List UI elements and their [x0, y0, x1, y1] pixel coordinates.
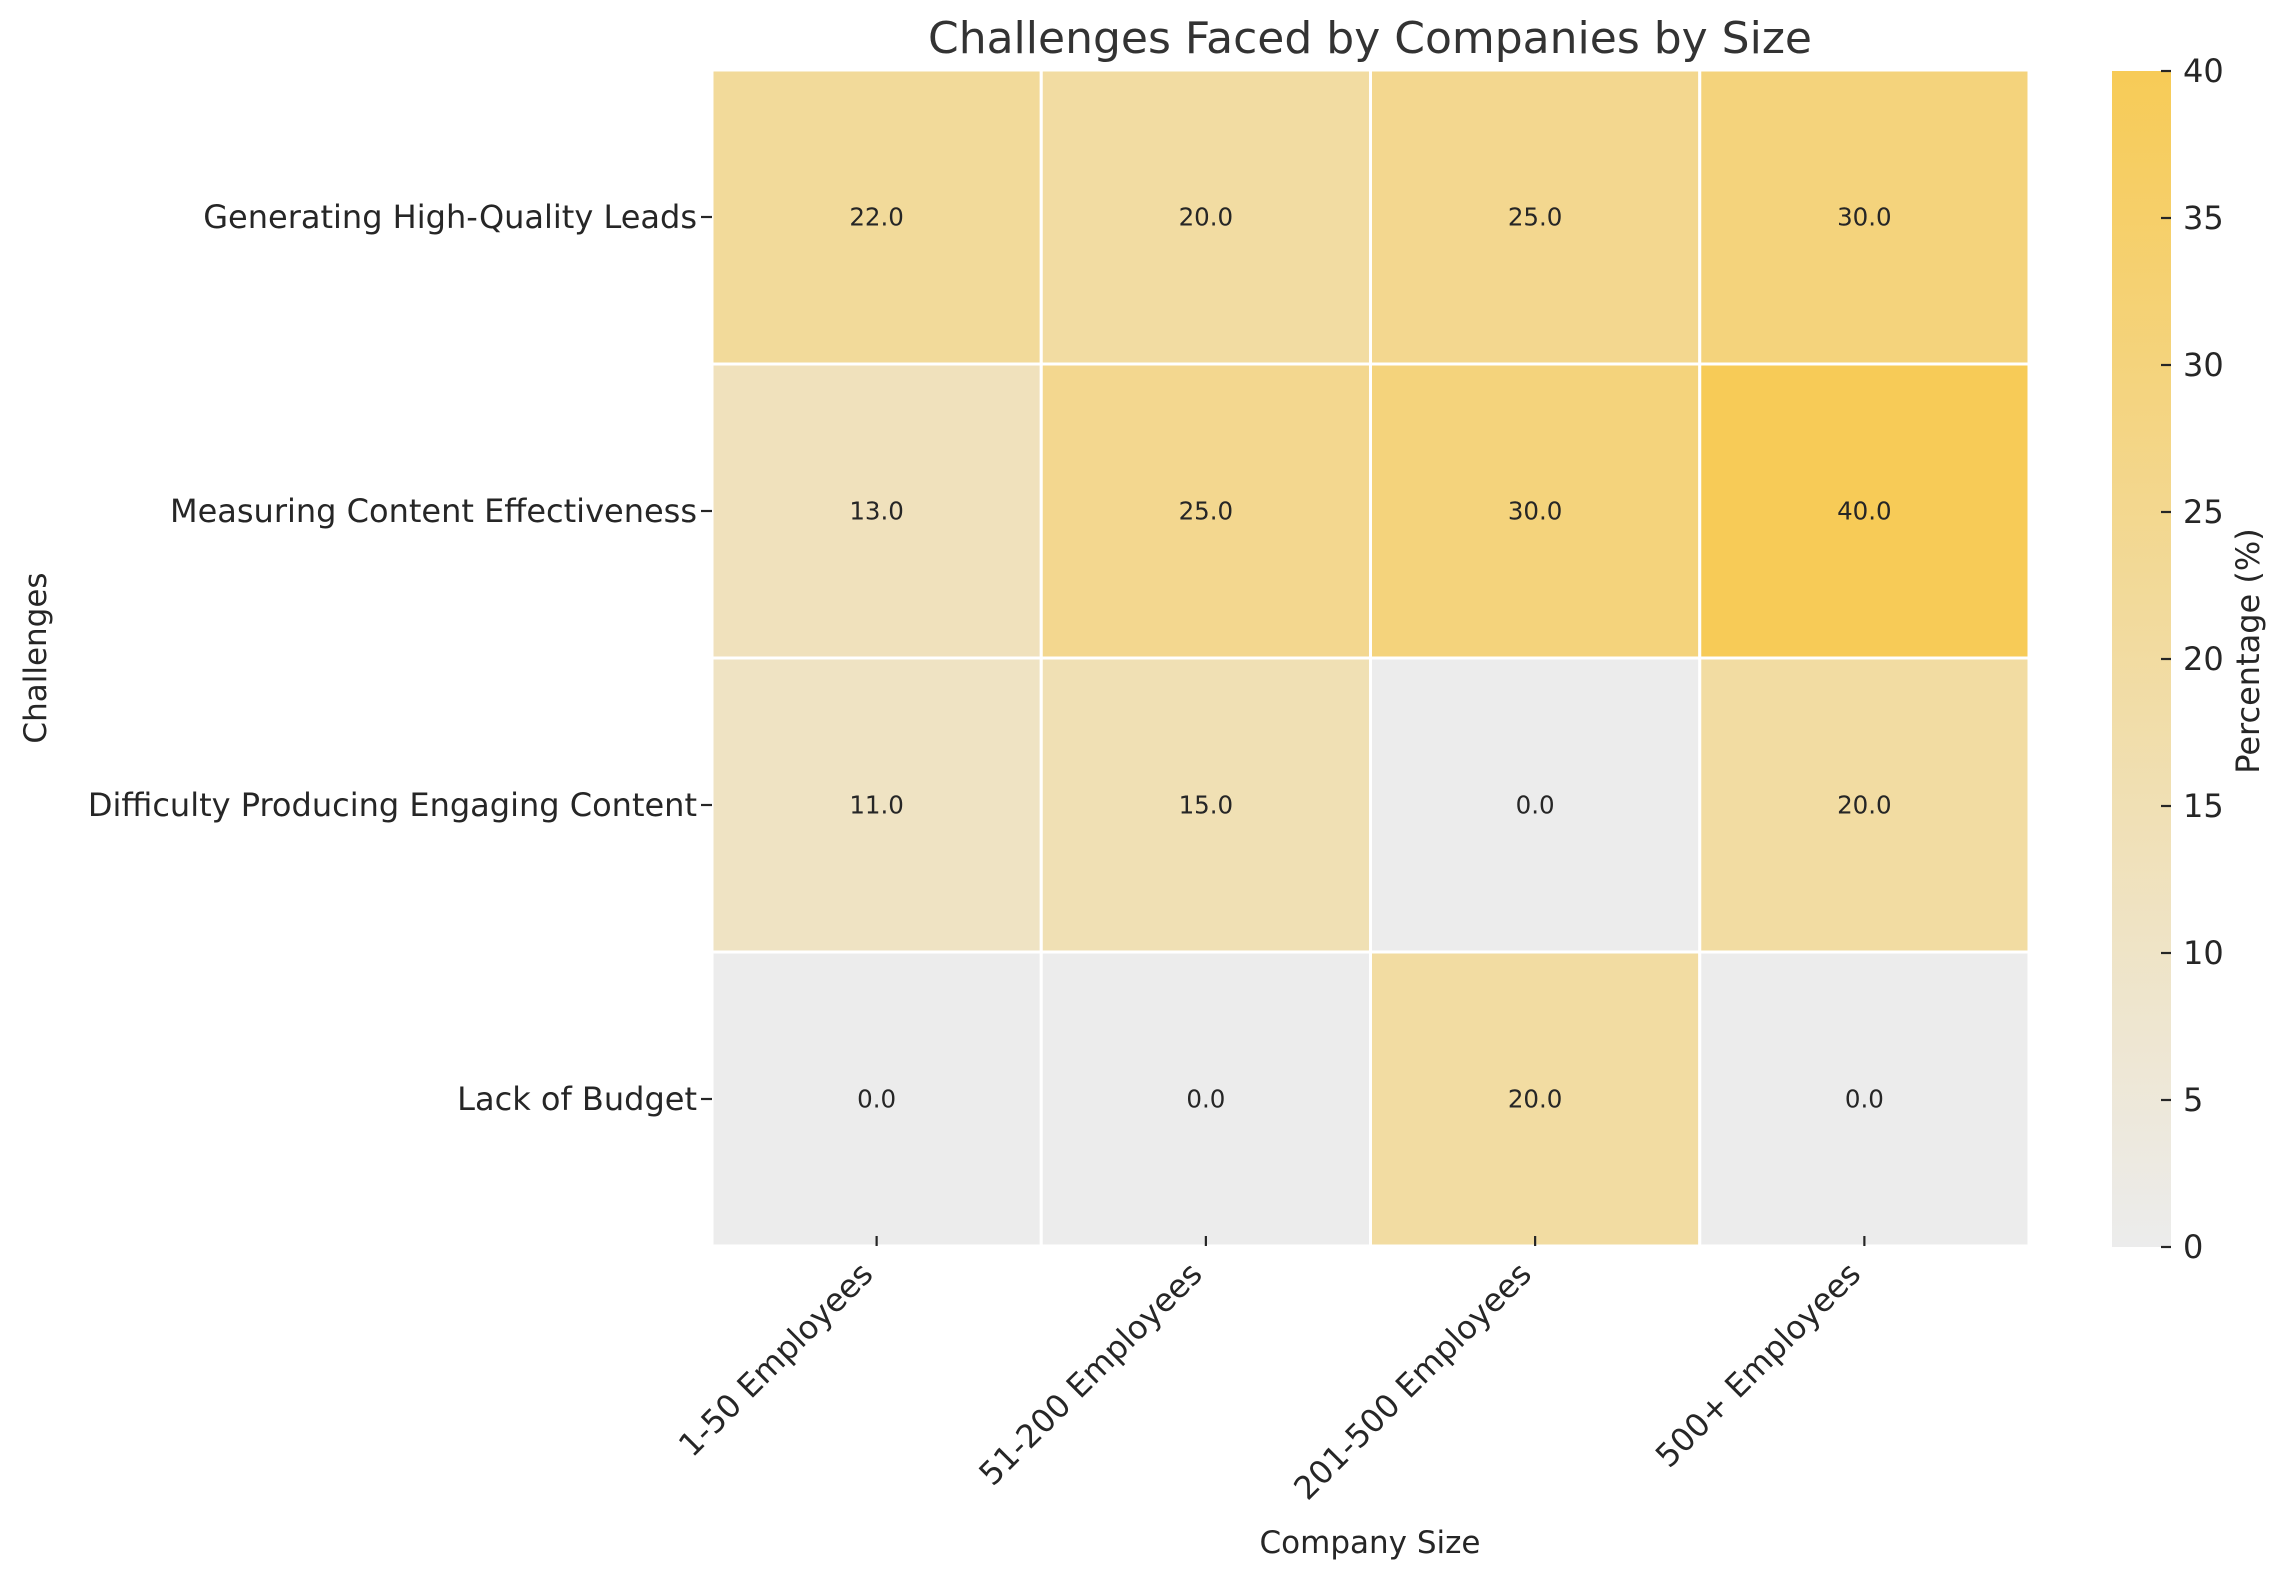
heatmap-annotations: 22.0 20.0 25.0 30.0 13.0 25.0 30.0 40.0 11.0 15.0…: [849, 203, 1891, 1114]
cell-value-label: 22.0: [849, 203, 904, 232]
heatmap-cell: [710, 68, 1043, 366]
colorbar-tick-label: 40: [2183, 52, 2224, 90]
heatmap-cell: [710, 362, 1043, 660]
x-tick-label: 1-50 Employees: [671, 1255, 880, 1464]
heatmap-cell: [1698, 656, 2031, 954]
cell-value-label: 25.0: [1179, 497, 1234, 526]
cell-value-label: 25.0: [1508, 203, 1563, 232]
y-tick-label: Lack of Budget: [457, 1080, 697, 1118]
cell-value-label: 13.0: [849, 497, 904, 526]
cell-value-label: 0.0: [1845, 1085, 1884, 1114]
cell-value-label: 15.0: [1179, 791, 1234, 820]
cell-value-label: 20.0: [1179, 203, 1234, 232]
y-axis-ticks: Generating High-Quality Leads Measuring C…: [88, 198, 712, 1118]
cell-value-label: 30.0: [1837, 203, 1892, 232]
heatmap-cell: [1698, 362, 2031, 660]
x-tick-label: 51-200 Employees: [971, 1255, 1209, 1493]
colorbar-tick-label: 35: [2183, 199, 2224, 237]
colorbar-tick-label: 20: [2183, 640, 2224, 678]
heatmap-cell: [1369, 68, 1702, 366]
heatmap-cell: [710, 950, 1043, 1248]
y-tick-label: Generating High-Quality Leads: [203, 198, 697, 236]
cell-value-label: 20.0: [1837, 791, 1892, 820]
colorbar-tick-label: 10: [2183, 934, 2224, 972]
heatmap-cell: [1039, 950, 1372, 1248]
colorbar-tick-label: 25: [2183, 493, 2224, 531]
heatmap-cell: [1369, 950, 1702, 1248]
colorbar-tick-label: 0: [2183, 1228, 2203, 1266]
cell-value-label: 20.0: [1508, 1085, 1563, 1114]
x-axis-ticks: 1-50 Employees 51-200 Employees 201-500 Em…: [671, 1236, 1868, 1507]
y-axis-label: Challenges: [18, 572, 54, 743]
cell-value-label: 0.0: [857, 1085, 896, 1114]
colorbar-tick-label: 15: [2183, 787, 2224, 825]
heatmap-cell: [1698, 68, 2031, 366]
heatmap-cell: [1039, 362, 1372, 660]
colorbar-tick-label: 30: [2183, 346, 2224, 384]
cell-value-label: 0.0: [1516, 791, 1555, 820]
y-tick-label: Measuring Content Effectiveness: [170, 492, 697, 530]
y-tick-label: Difficulty Producing Engaging Content: [88, 786, 697, 824]
heatmap-cell: [1698, 950, 2031, 1248]
cell-value-label: 40.0: [1837, 497, 1892, 526]
cell-value-label: 30.0: [1508, 497, 1563, 526]
x-axis-label: Company Size: [1260, 1525, 1481, 1561]
x-tick-label: 201-500 Employees: [1286, 1255, 1538, 1507]
heatmap-cell: [1039, 68, 1372, 366]
chart-title: Challenges Faced by Companies by Size: [928, 13, 1812, 64]
heatmap-cells: [710, 68, 2031, 1248]
heatmap-cell: [1039, 656, 1372, 954]
cell-value-label: 11.0: [849, 791, 904, 820]
colorbar-tick-label: 5: [2183, 1081, 2203, 1119]
cell-value-label: 0.0: [1186, 1085, 1225, 1114]
x-tick-label: 500+ Employees: [1648, 1255, 1868, 1475]
colorbar-label: Percentage (%): [2229, 528, 2267, 774]
colorbar-ticks: 0 5 10 15 20 25 30 35 40: [2161, 52, 2224, 1266]
